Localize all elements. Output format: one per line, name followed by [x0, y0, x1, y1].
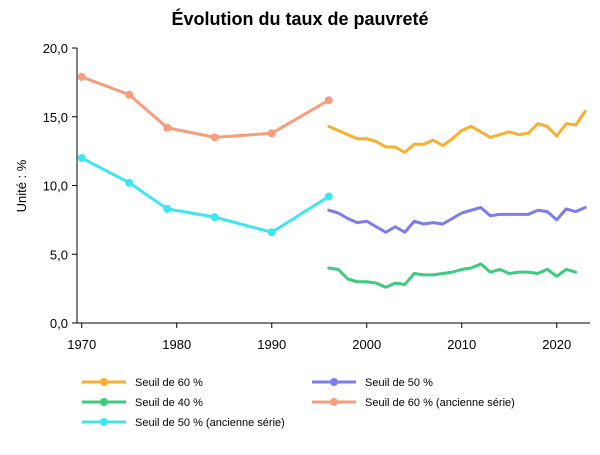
y-axis-label: Unité : %	[14, 159, 29, 212]
series-line	[327, 109, 587, 154]
series-seuil-de-50-ancienne-s-rie	[77, 154, 333, 237]
y-tick-label: 0,0	[50, 316, 68, 331]
series-seuil-de-60-ancienne-s-rie	[77, 72, 333, 142]
data-point	[210, 133, 219, 142]
data-point	[324, 96, 333, 105]
legend-swatch-marker	[100, 378, 108, 386]
legend-label: Seuil de 60 %	[135, 377, 203, 389]
data-point	[267, 228, 276, 237]
data-point	[77, 72, 86, 81]
data-point	[163, 204, 172, 213]
series-line	[327, 206, 587, 234]
legend-label: Seuil de 50 %	[365, 377, 433, 389]
data-point	[267, 129, 276, 138]
series-seuil-de-40	[327, 262, 578, 289]
legend-item: Seuil de 50 %	[312, 377, 433, 389]
series-line	[80, 75, 331, 139]
y-tick-label: 20,0	[43, 41, 68, 56]
legend-swatch-marker	[100, 398, 108, 406]
y-tick-label: 5,0	[50, 247, 68, 262]
axes: 0,0 5,0 10,0 15,0 20,0 1970 1980 1990 2000 2010 20…	[43, 41, 590, 352]
legend-swatch-marker	[330, 398, 338, 406]
y-tick-label: 10,0	[43, 179, 68, 194]
legend-item: Seuil de 60 %	[82, 377, 203, 389]
data-point	[77, 154, 86, 162]
data-point	[125, 178, 134, 187]
series-seuil-de-60	[327, 109, 587, 154]
x-tick-label: 1990	[257, 337, 286, 352]
x-tick-label: 1980	[162, 337, 191, 352]
data-point	[210, 213, 219, 222]
legend-item: Seuil de 60 % (ancienne série)	[312, 397, 515, 409]
x-tick-label: 2010	[447, 337, 476, 352]
legend-label: Seuil de 40 %	[135, 397, 203, 409]
data-point	[125, 90, 134, 99]
x-tick-label: 1970	[67, 337, 96, 352]
series-line	[327, 262, 578, 289]
legend-item: Seuil de 40 %	[82, 397, 203, 409]
chart-title: Évolution du taux de pauvreté	[171, 8, 428, 29]
data-point	[163, 123, 172, 132]
legend-item: Seuil de 50 % (ancienne série)	[82, 417, 285, 429]
legend: Seuil de 60 % Seuil de 50 % Seuil de 40 % S…	[82, 377, 515, 429]
series-line	[80, 156, 331, 234]
data-point	[324, 192, 333, 201]
x-tick-label: 2000	[352, 337, 381, 352]
series-seuil-de-50	[327, 206, 587, 234]
legend-label: Seuil de 60 % (ancienne série)	[365, 397, 515, 409]
legend-swatch-marker	[330, 378, 338, 386]
y-tick-label: 15,0	[43, 110, 68, 125]
plot-area	[77, 72, 587, 289]
x-tick-label: 2020	[542, 337, 571, 352]
legend-label: Seuil de 50 % (ancienne série)	[135, 417, 285, 429]
legend-swatch-marker	[100, 418, 108, 426]
